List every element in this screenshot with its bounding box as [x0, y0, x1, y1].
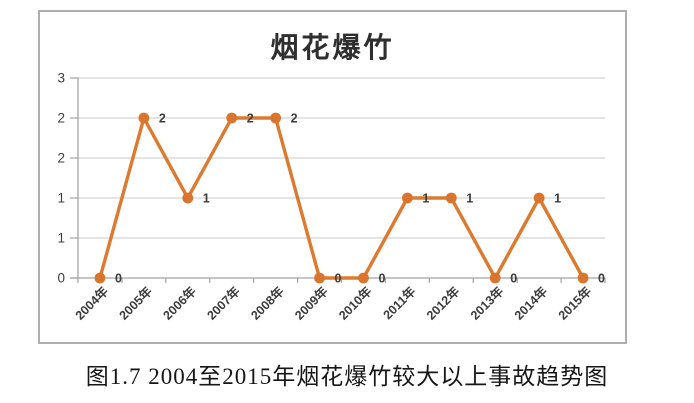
data-point-marker — [489, 272, 501, 284]
x-tick-label: 2004年 — [72, 283, 111, 322]
series-line — [98, 116, 585, 280]
x-tick-label: 2011年 — [380, 283, 419, 322]
y-tick-label: 1 — [57, 191, 65, 206]
x-tick-label: 2009年 — [292, 283, 331, 322]
data-point-marker — [314, 272, 325, 284]
y-tick-label: 0 — [57, 271, 65, 286]
data-point-marker — [270, 112, 282, 124]
data-point-marker — [94, 272, 106, 284]
data-point-label: 0 — [335, 272, 342, 286]
x-tick-label: 2008年 — [248, 283, 287, 322]
data-point-label: 1 — [203, 192, 210, 206]
data-point-marker — [182, 192, 194, 204]
data-point-marker — [226, 112, 238, 124]
x-tick-label: 2014年 — [511, 283, 550, 322]
data-point-label: 0 — [115, 272, 122, 286]
data-point-marker — [577, 272, 589, 284]
data-point-marker — [445, 192, 457, 204]
data-point-label: 1 — [422, 192, 429, 206]
data-point-marker — [533, 192, 545, 204]
x-tick-label: 2013年 — [467, 283, 506, 322]
x-tick-label: 2005年 — [116, 283, 155, 322]
data-point-label: 1 — [554, 192, 561, 206]
data-point-label: 1 — [466, 192, 473, 206]
x-tick-label: 2010年 — [335, 283, 374, 322]
fireworks-trend-chart: 烟花爆竹 3 2 2 1 1 0 0 2 1 2 2 0 0 1 1 0 1 0 2004年 2005年 2006年 20… — [38, 10, 627, 344]
data-point-marker — [358, 272, 369, 284]
y-tick-label: 1 — [57, 231, 65, 246]
data-point-label: 0 — [378, 272, 385, 286]
x-tick-label: 2006年 — [160, 283, 199, 322]
data-point-label: 2 — [159, 112, 166, 126]
data-point-label: 0 — [598, 272, 605, 286]
y-tick-label: 2 — [57, 151, 65, 166]
figure-caption: 图1.7 2004至2015年烟花爆竹较大以上事故趋势图 — [85, 364, 609, 389]
data-point-label: 2 — [291, 112, 298, 126]
data-point-label: 0 — [510, 272, 517, 286]
data-point-marker — [138, 112, 150, 124]
data-point-marker — [401, 192, 413, 204]
data-point-label: 2 — [247, 112, 254, 126]
chart-title: 烟花爆竹 — [270, 33, 395, 64]
x-tick-label: 2012年 — [423, 283, 462, 322]
x-tick-label: 2007年 — [204, 283, 243, 322]
y-tick-label: 3 — [57, 71, 65, 86]
x-tick-label: 2015年 — [555, 283, 594, 322]
y-tick-label: 2 — [57, 111, 65, 126]
